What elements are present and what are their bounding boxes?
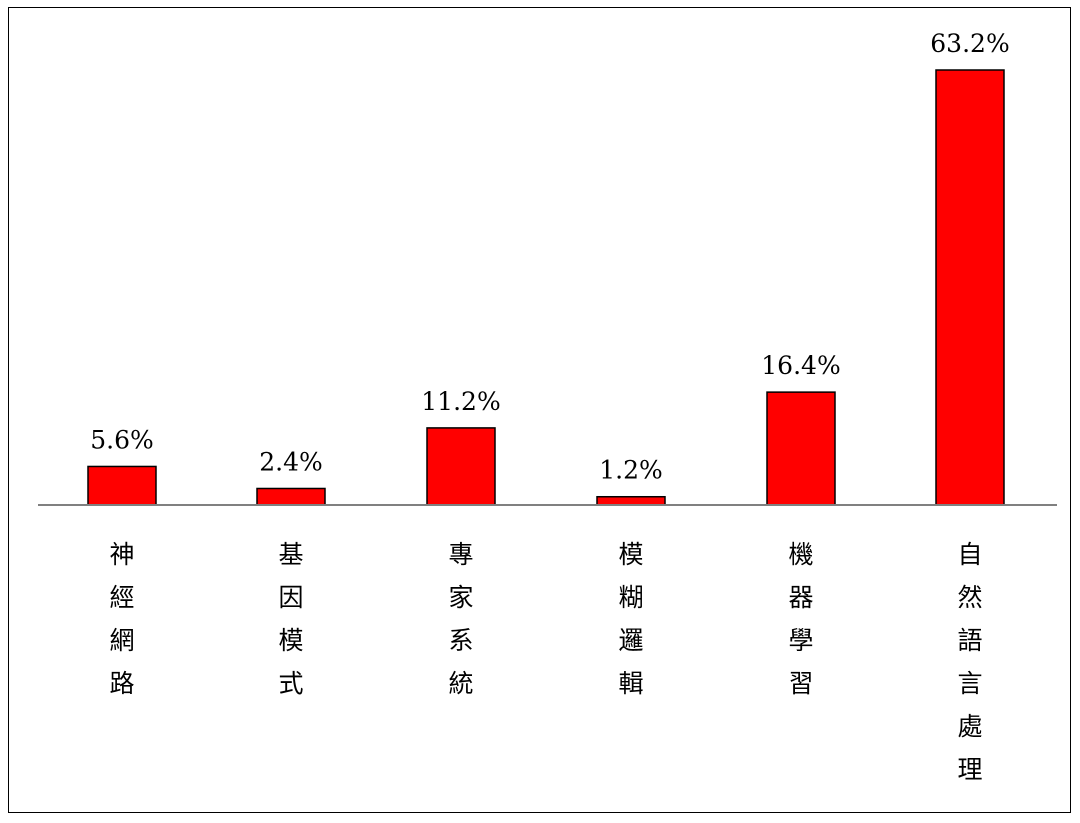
chart-frame: [8, 7, 1071, 813]
value-label-2: 2.4%: [259, 447, 323, 476]
category-label-3: 專家系統: [448, 540, 473, 698]
category-labels-layer: 神經網路 基因模式 專家系統 模糊邏輯 機器學習 自然語言處理: [109, 540, 982, 784]
category-label-6: 自然語言處理: [957, 540, 982, 784]
bar-5: [766, 391, 836, 506]
category-label-5: 機器學習: [788, 540, 813, 698]
category-label-2: 基因模式: [278, 540, 303, 698]
bar-3: [426, 427, 496, 506]
bar-1: [87, 465, 157, 506]
value-label-4: 1.2%: [599, 456, 663, 485]
bar-4: [596, 495, 666, 506]
bar-6: [935, 69, 1005, 506]
bars-layer: [87, 69, 1005, 506]
value-label-3: 11.2%: [421, 387, 500, 416]
bar-2: [256, 487, 326, 506]
category-label-4: 模糊邏輯: [618, 540, 643, 698]
value-label-1: 5.6%: [90, 425, 154, 454]
value-label-5: 16.4%: [761, 351, 840, 380]
value-label-6: 63.2%: [930, 29, 1009, 58]
category-label-1: 神經網路: [109, 540, 134, 698]
value-labels-layer: 5.6% 2.4% 11.2% 1.2% 16.4% 63.2%: [90, 29, 1009, 485]
